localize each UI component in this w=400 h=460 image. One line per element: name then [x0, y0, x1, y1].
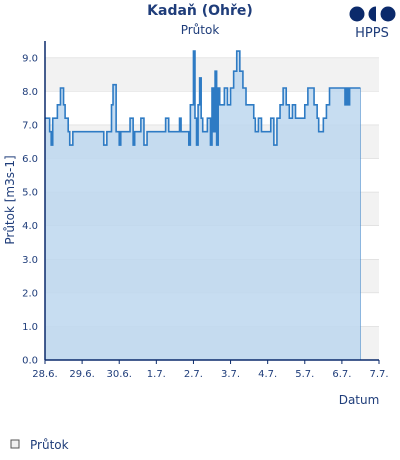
y-tick-label: 4.0 — [22, 221, 38, 232]
y-tick-label: 8.0 — [22, 87, 38, 98]
legend-label: Průtok — [30, 438, 69, 452]
y-ticks: 0.0 1.0 2.0 3.0 4.0 5.0 6.0 7.0 8.0 9.0 — [22, 53, 38, 366]
axes — [44, 41, 379, 361]
x-tick-label: 5.7. — [295, 369, 314, 380]
y-tick-label: 0.0 — [22, 356, 38, 367]
x-tick-label: 4.7. — [258, 369, 277, 380]
y-tick-label: 1.0 — [22, 322, 38, 333]
y-tick-label: 2.0 — [22, 288, 38, 299]
x-tick-label: 1.7. — [147, 369, 166, 380]
x-ticks: 28.6. 29.6. 30.6. 1.7. 2.7. 3.7. 4.7. 5.7. 6.7. 7… — [32, 360, 389, 380]
legend: Průtok — [10, 438, 69, 452]
series-line — [45, 50, 361, 146]
legend-square-icon — [10, 439, 20, 449]
y-tick-label: 6.0 — [22, 154, 38, 165]
brand-name: HPPS — [355, 26, 389, 41]
plot-band — [45, 57, 379, 92]
x-tick-label: 28.6. — [32, 369, 57, 380]
y-tick-label: 9.0 — [22, 53, 38, 64]
x-tick-label: 7.7. — [369, 369, 388, 380]
x-tick-label: 6.7. — [332, 369, 351, 380]
x-tick-label: 29.6. — [69, 369, 94, 380]
x-axis-title: Datum — [339, 393, 380, 407]
chart-subtitle: Průtok — [181, 23, 220, 37]
y-tick-label: 7.0 — [22, 120, 38, 131]
series-area — [44, 50, 361, 361]
y-tick-label: 5.0 — [22, 188, 38, 199]
x-tick-label: 2.7. — [184, 369, 203, 380]
y-axis-title: Průtok [m3s-1] — [3, 155, 17, 244]
series-layer — [44, 50, 361, 361]
x-tick-label: 3.7. — [221, 369, 240, 380]
hpps-logo-icon — [349, 6, 396, 22]
x-tick-label: 30.6. — [106, 369, 131, 380]
y-tick-label: 3.0 — [22, 255, 38, 266]
chart-title: Kadaň (Ohře) — [147, 3, 253, 19]
